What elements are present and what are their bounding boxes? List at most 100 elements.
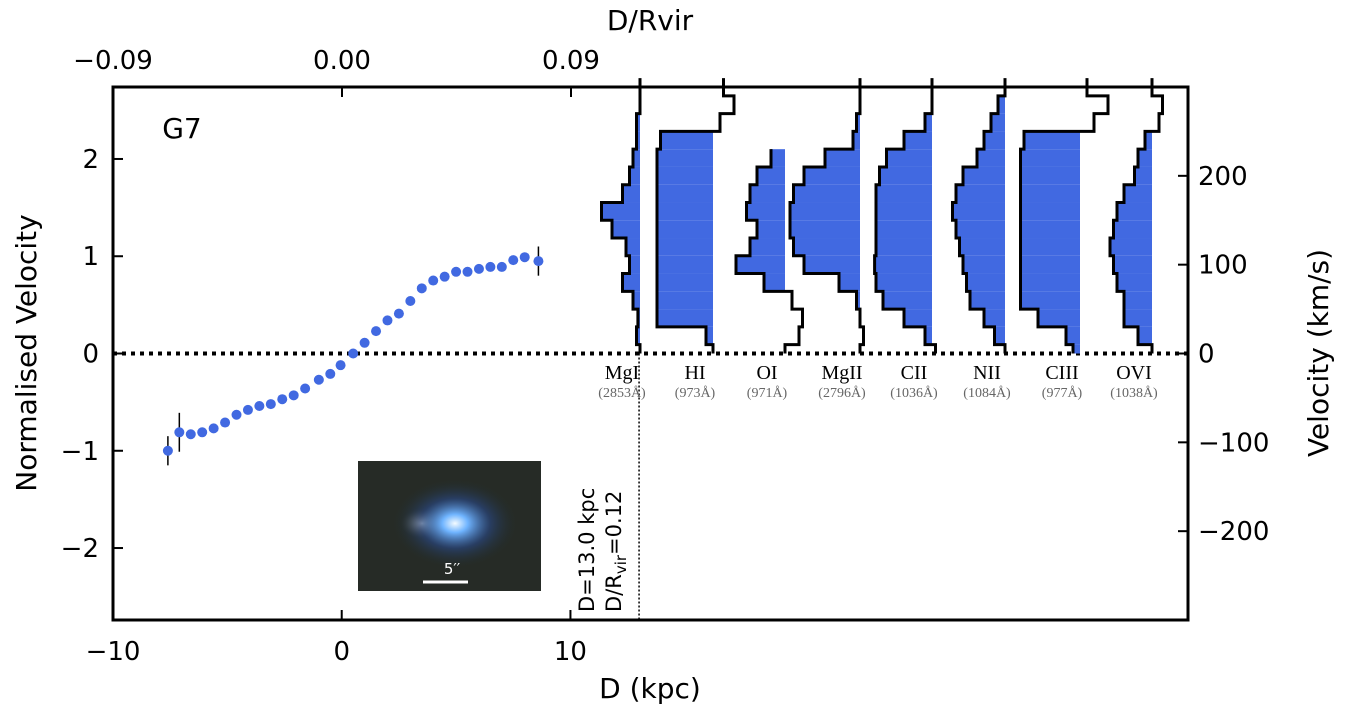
absorption-fill [984, 131, 1005, 150]
absorption-fill [657, 238, 713, 256]
absorption-fill [790, 220, 860, 239]
absorption-fill [1134, 166, 1152, 185]
y2-tick-label: 100 [1198, 251, 1248, 281]
absorption-fill [793, 238, 860, 256]
data-point [174, 427, 185, 438]
absorption-fill [1020, 166, 1080, 185]
absorption-fill [736, 255, 785, 274]
data-point [231, 409, 242, 420]
data-point [473, 263, 484, 274]
absorption-fill [633, 291, 640, 310]
absorption-fill [1020, 273, 1080, 292]
distance-ratio-part: D/R [602, 574, 626, 612]
absorption-fill [657, 255, 713, 274]
y-tick-label: 2 [82, 145, 99, 175]
spectrum-outline [951, 78, 1007, 354]
spectrum-name: MgI [605, 362, 639, 384]
absorption-fill [629, 255, 640, 274]
absorption-fill [622, 184, 640, 203]
absorption-fill [626, 238, 640, 256]
y-tick-label: −2 [61, 534, 99, 564]
absorption-fill [984, 309, 1005, 327]
absorption-fill [966, 273, 1005, 292]
data-point [300, 383, 311, 394]
distance-label: D=13.0 kpc [575, 488, 599, 612]
x-axis-label: D (kpc) [599, 672, 701, 705]
absorption-fill [853, 131, 860, 150]
absorption-fill [1020, 149, 1080, 167]
y2-tick-label: −100 [1198, 428, 1269, 458]
absorption-fill [904, 309, 932, 327]
data-point [197, 427, 208, 438]
data-point [462, 266, 473, 277]
data-point [428, 275, 439, 286]
x-tick-label: 0 [333, 637, 350, 667]
absorption-fill [633, 149, 640, 167]
absorption-fill [657, 184, 713, 203]
data-point [485, 261, 496, 272]
absorption-fill [998, 95, 1005, 114]
absorption-fill [876, 184, 932, 203]
absorption-fill [657, 273, 713, 292]
absorption-fill [1020, 184, 1080, 203]
y-tick-label: −1 [61, 437, 99, 467]
y2-tick-label: 200 [1198, 162, 1248, 192]
data-point [359, 337, 370, 348]
absorption-fill [856, 291, 860, 310]
y-tick-label: 1 [82, 242, 99, 272]
absorption-fill [793, 184, 860, 203]
absorption-fill [764, 273, 785, 292]
y2-axis-label: Velocity (km/s) [1302, 249, 1335, 457]
absorption-fill [876, 220, 932, 239]
absorption-fill [1124, 184, 1152, 203]
data-point [265, 399, 276, 410]
data-point [371, 326, 382, 337]
absorption-fill [879, 166, 932, 185]
x2-tick-label: 0.09 [542, 46, 600, 76]
absorption-fill [956, 220, 1005, 239]
spectrum-outline [1019, 78, 1110, 354]
absorption-fill [636, 326, 640, 345]
absorption-fill [856, 113, 860, 132]
data-point [393, 308, 404, 319]
x-tick-label: 10 [554, 637, 587, 667]
spectrum-outline [734, 149, 804, 354]
data-point [496, 261, 507, 272]
spectrum-outline [655, 78, 736, 354]
absorption-fill [1138, 326, 1152, 345]
spectrum-wavelength: (977Å) [1042, 385, 1083, 401]
absorption-fill [771, 149, 785, 167]
spectrum-outline [600, 78, 642, 354]
plot-frame [111, 85, 1190, 622]
spectrum-name: HI [684, 362, 705, 384]
absorption-fill [1117, 273, 1152, 292]
absorption-fill [629, 166, 640, 185]
data-point [519, 252, 530, 263]
absorption-fill [876, 202, 932, 221]
inset-image: 5′′ [358, 461, 541, 591]
data-point [277, 394, 288, 405]
absorption-fill [886, 149, 932, 167]
absorption-fill [1020, 255, 1080, 274]
data-point [313, 374, 324, 385]
absorption-fill [963, 255, 1005, 274]
data-point [439, 271, 450, 282]
absorption-fill [876, 273, 932, 292]
absorption-fill [636, 113, 640, 132]
spectrum-outline [873, 78, 937, 354]
absorption-fill [1113, 220, 1152, 239]
absorption-fill [804, 255, 860, 274]
data-point [533, 256, 544, 267]
spectrum-outline [1108, 78, 1164, 354]
spectrum-wavelength: (2853Å) [598, 385, 646, 401]
absorption-fill [757, 220, 785, 239]
absorption-fill [1020, 220, 1080, 239]
data-point [508, 255, 519, 266]
spectrum-wavelength: (1036Å) [890, 385, 938, 401]
absorption-fill [757, 166, 785, 185]
absorption-fill [970, 291, 1005, 310]
x2-tick-label: 0.00 [313, 46, 371, 76]
absorption-fill [746, 202, 785, 221]
spectrum-outline [788, 78, 865, 354]
